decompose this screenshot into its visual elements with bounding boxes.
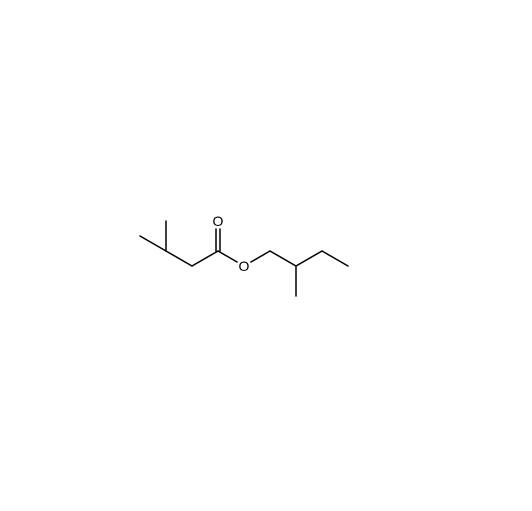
bond-line [192,251,218,266]
bond-line [270,251,296,266]
molecule-diagram: OO [0,0,532,511]
bond-line [322,251,348,266]
bond-line [296,251,322,266]
bond-line [251,251,270,262]
atom-label-o: O [213,213,224,229]
atom-label-o: O [239,258,250,274]
bond-line [166,251,192,266]
bond-line [140,236,166,251]
bond-line [218,251,237,262]
